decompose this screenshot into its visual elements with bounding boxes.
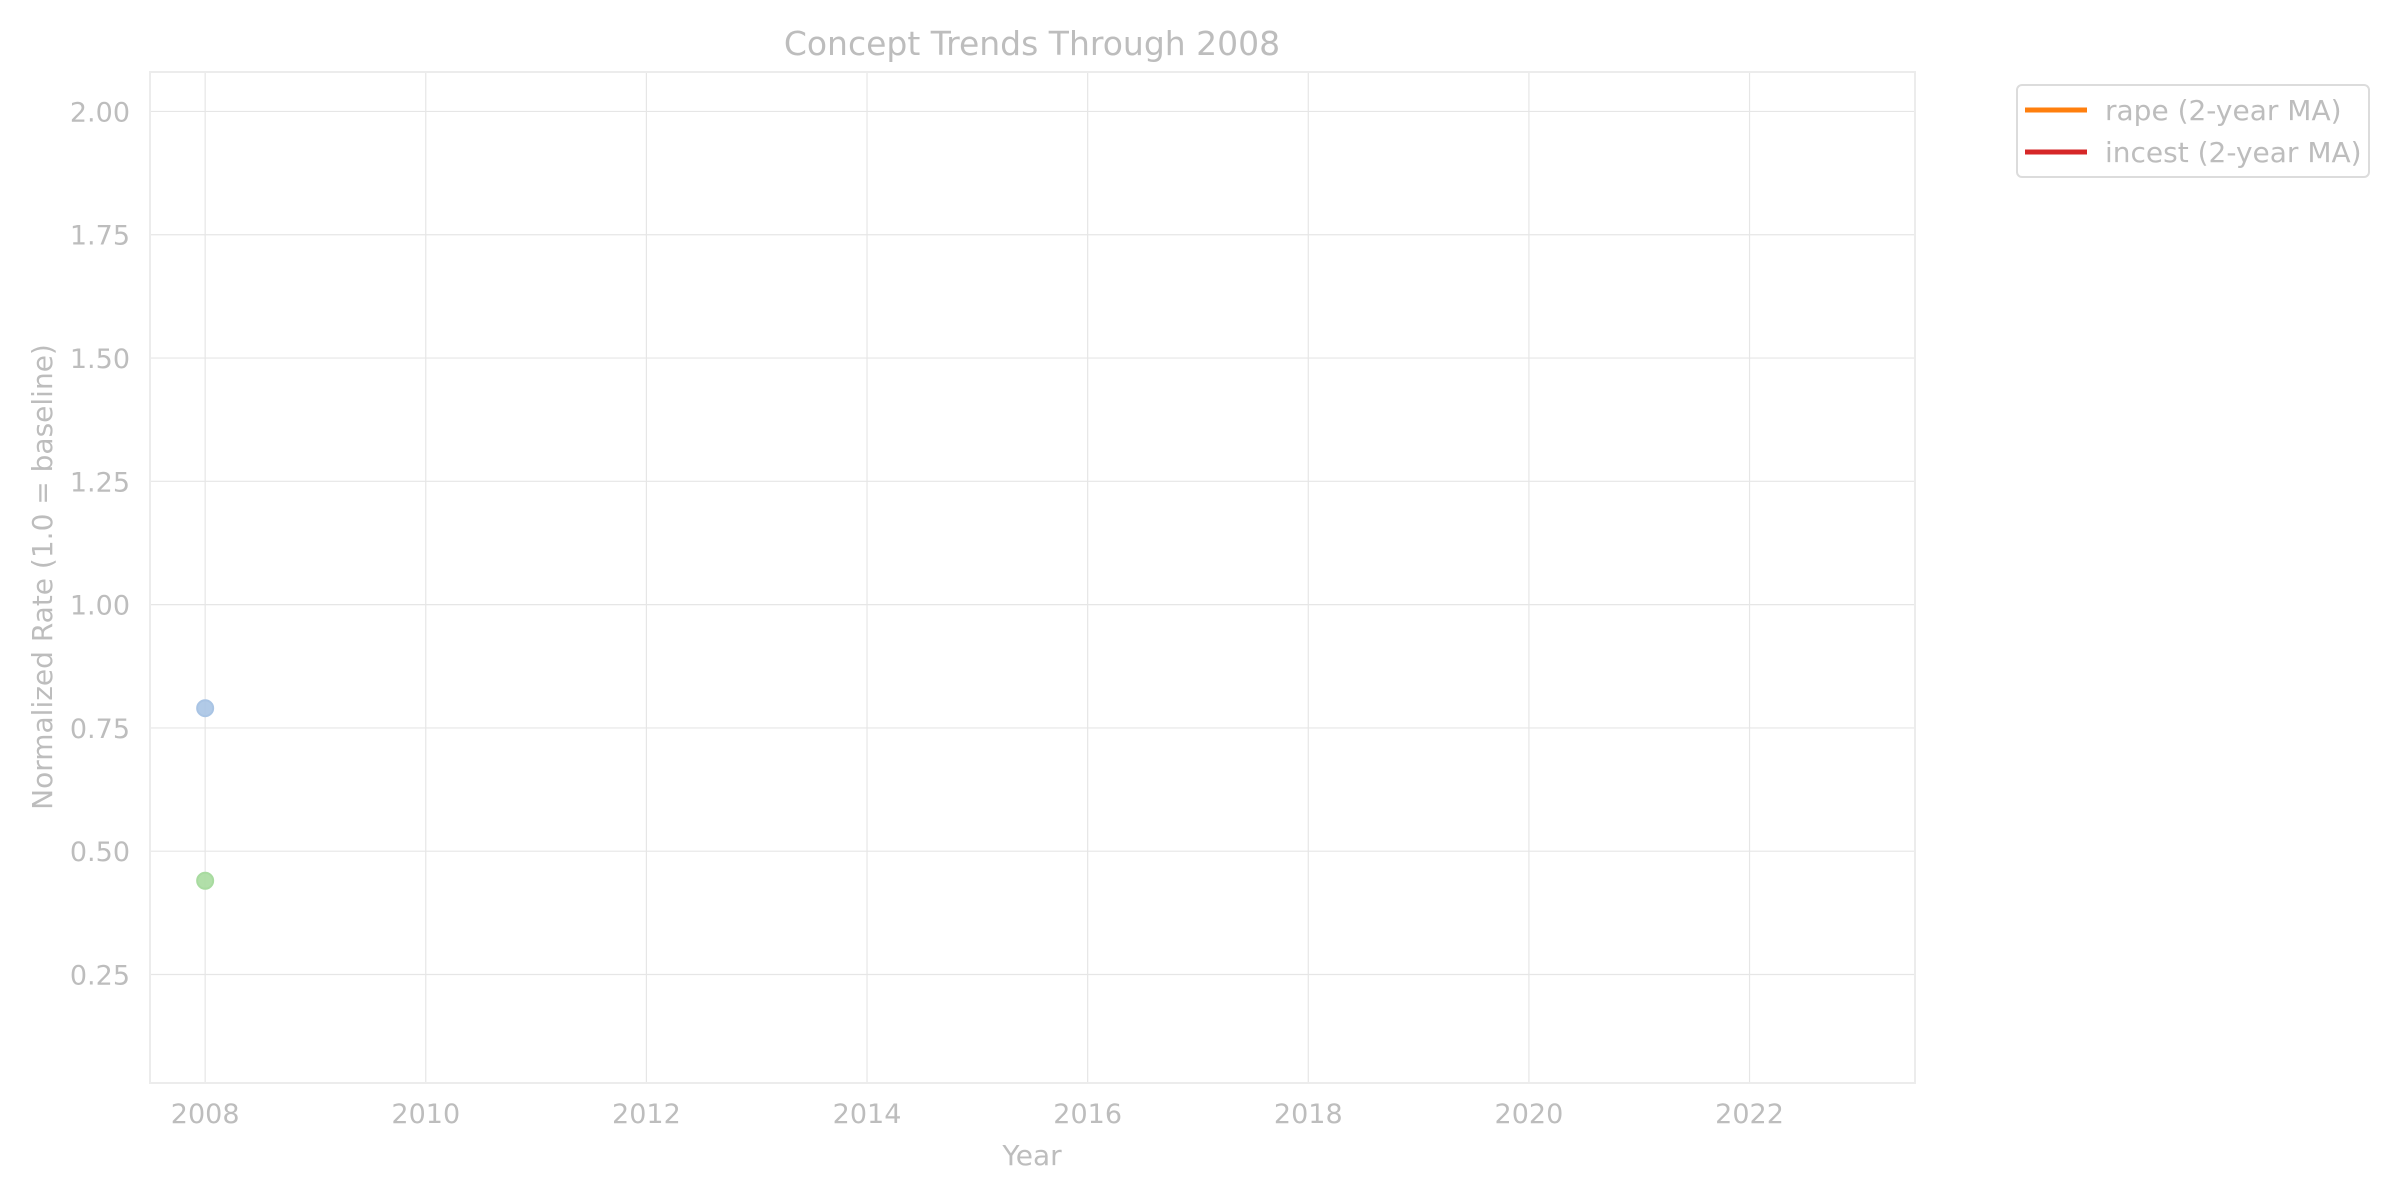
y-axis-ticks: 0.25 0.50 0.75 1.00 1.25 1.50 1.75 2.00 xyxy=(70,97,130,991)
y-tick-label: 1.25 xyxy=(70,467,130,498)
x-tick-label: 2022 xyxy=(1715,1099,1784,1130)
x-tick-label: 2018 xyxy=(1274,1099,1343,1130)
legend-items: rape (2-year MA) incest (2-year MA) xyxy=(2025,94,2362,169)
chart-title: Concept Trends Through 2008 xyxy=(784,24,1280,63)
plot-area-frame xyxy=(149,71,1916,1084)
x-axis-title: Year xyxy=(1001,1139,1062,1172)
y-tick-label: 0.50 xyxy=(70,837,130,868)
y-tick-label: 1.50 xyxy=(70,344,130,375)
grid xyxy=(150,72,1915,1083)
legend: rape (2-year MA) incest (2-year MA) xyxy=(2016,84,2370,178)
data-point xyxy=(196,699,215,718)
legend-box xyxy=(2016,84,2370,178)
legend-label: incest (2-year MA) xyxy=(2105,136,2362,169)
x-tick-label: 2014 xyxy=(833,1099,902,1130)
y-tick-label: 1.75 xyxy=(70,221,130,252)
x-axis-ticks: 2008 2010 2012 2014 2016 2018 2020 2022 xyxy=(171,1099,1784,1130)
legend-label: rape (2-year MA) xyxy=(2105,94,2342,127)
y-axis-title: Normalized Rate (1.0 = baseline) xyxy=(26,344,59,810)
x-tick-label: 2016 xyxy=(1053,1099,1122,1130)
data-point xyxy=(196,871,215,890)
x-tick-label: 2012 xyxy=(612,1099,681,1130)
y-tick-label: 1.00 xyxy=(70,591,130,622)
data-marks xyxy=(196,699,215,890)
x-tick-label: 2010 xyxy=(391,1099,460,1130)
y-tick-label: 0.75 xyxy=(70,714,130,745)
y-tick-label: 0.25 xyxy=(70,961,130,992)
x-tick-label: 2020 xyxy=(1495,1099,1564,1130)
x-tick-label: 2008 xyxy=(171,1099,240,1130)
y-tick-label: 2.00 xyxy=(70,97,130,128)
